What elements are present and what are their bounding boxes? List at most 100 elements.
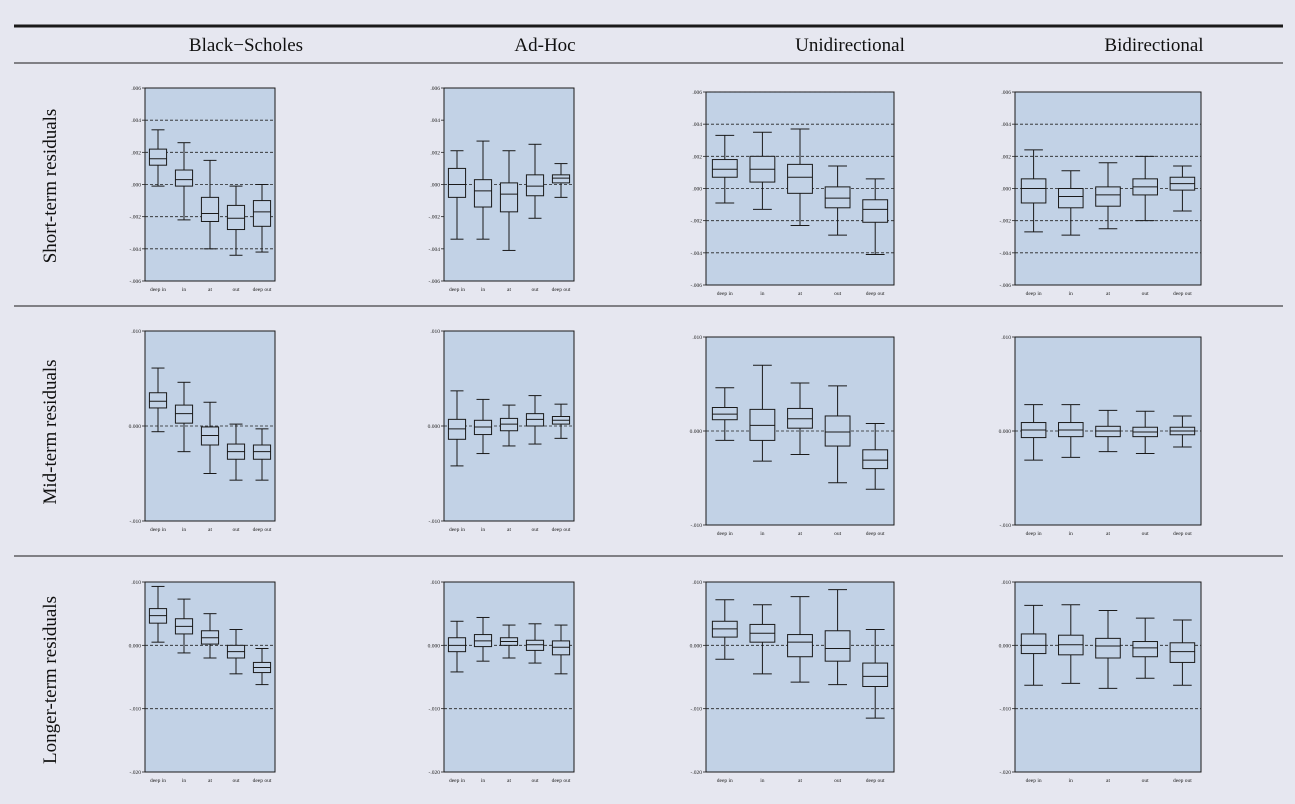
y-tick-label: -.010 — [691, 523, 703, 529]
x-tick-label: deep out — [1173, 531, 1192, 537]
box-at — [200, 401, 220, 474]
x-tick-label: out — [1142, 778, 1150, 784]
plot-area — [443, 581, 575, 773]
box-iqr — [174, 169, 194, 187]
box-at — [1095, 162, 1121, 230]
x-tick-label: at — [798, 531, 802, 537]
y-tick-label: 0.000 — [129, 643, 142, 649]
box-deep-in — [1020, 604, 1047, 686]
y-tick-label: .000 — [1001, 187, 1011, 193]
box-out — [525, 143, 545, 219]
column-header-bidirectional: Bidirectional — [1104, 35, 1203, 56]
box-iqr — [1095, 186, 1121, 207]
x-tick-label: out — [834, 291, 842, 297]
column-header-black-scholes: Black−Scholes — [189, 35, 303, 56]
x-tick-label: deep out — [1173, 291, 1192, 297]
y-tick-label: -.004 — [429, 247, 441, 253]
box-deep-in — [148, 129, 168, 187]
x-tick-label: deep in — [150, 778, 166, 784]
box-iqr — [1058, 188, 1084, 209]
panel-mid-term-residuals-black-scholes: .010 0.000 -.010 deep in in at out deep out — [129, 329, 276, 533]
row-header-short-term: Short-term residuals — [40, 109, 61, 264]
x-tick-label: deep in — [717, 291, 733, 297]
y-tick-label: 0.000 — [428, 643, 441, 649]
box-iqr — [862, 662, 889, 687]
x-tick-label: in — [1069, 291, 1074, 297]
box-out — [824, 589, 851, 686]
y-tick-label: 0.000 — [999, 429, 1012, 435]
y-tick-label: .010 — [692, 335, 702, 341]
x-tick-label: at — [507, 527, 511, 533]
x-tick-label: deep in — [449, 778, 465, 784]
box-deep-in — [711, 599, 738, 660]
box-iqr — [447, 167, 467, 198]
panel-mid-term-residuals-unidirectional: .010 0.000 -.010 deep in in at out deep out — [690, 335, 895, 537]
panel-longer-term-residuals-black-scholes: .010 0.000 -.010 -.020 deep in in at out deep ou… — [129, 580, 276, 784]
panel-mid-term-residuals-bidirectional: .010 0.000 -.010 deep in in at out deep out — [999, 335, 1202, 537]
y-tick-label: .010 — [692, 580, 702, 586]
y-tick-label: .004 — [1001, 122, 1011, 128]
box-deep-out — [1169, 165, 1196, 212]
box-deep-in — [711, 134, 738, 204]
x-tick-label: deep in — [1026, 778, 1042, 784]
box-iqr — [787, 634, 813, 658]
box-deep-out — [551, 163, 571, 198]
box-at — [787, 596, 813, 683]
panel-grid: .006 .004 .002 .000 -.002 -.004 -.006 deep in in… — [129, 86, 1202, 784]
box-deep-out — [551, 624, 571, 675]
box-iqr — [1095, 637, 1121, 659]
box-in — [174, 598, 194, 654]
x-tick-label: out — [232, 287, 240, 293]
box-deep-in — [148, 585, 168, 643]
y-tick-label: 0.000 — [129, 424, 142, 430]
box-iqr — [824, 630, 851, 662]
panel-short-term-residuals-unidirectional: .006 .004 .002 .000 -.002 -.004 -.006 deep in in… — [691, 90, 895, 297]
x-tick-label: in — [760, 531, 765, 537]
y-tick-label: .006 — [131, 86, 141, 92]
x-tick-label: deep in — [449, 527, 465, 533]
box-iqr — [200, 196, 220, 222]
y-tick-label: -.004 — [130, 247, 142, 253]
box-in — [1058, 404, 1084, 458]
box-deep-out — [1169, 415, 1196, 448]
box-iqr — [1020, 633, 1047, 655]
x-tick-label: out — [531, 527, 539, 533]
y-tick-label: .010 — [430, 329, 440, 335]
box-iqr — [787, 163, 813, 194]
x-tick-label: in — [182, 527, 187, 533]
x-tick-label: in — [760, 778, 765, 784]
x-tick-label: out — [1142, 291, 1150, 297]
box-deep-out — [862, 178, 889, 255]
y-tick-label: .010 — [131, 329, 141, 335]
y-tick-label: .006 — [692, 90, 702, 96]
box-iqr — [499, 182, 519, 213]
box-in — [1058, 604, 1084, 684]
y-tick-label: -.020 — [1000, 770, 1012, 776]
x-tick-label: deep in — [449, 287, 465, 293]
column-header-unidirectional: Unidirectional — [795, 35, 905, 56]
y-tick-label: -.002 — [691, 219, 703, 225]
y-tick-label: -.010 — [691, 707, 703, 713]
x-tick-label: at — [507, 287, 511, 293]
box-iqr — [862, 449, 889, 470]
x-tick-label: deep out — [552, 287, 571, 293]
box-deep-in — [447, 150, 467, 240]
y-tick-label: 0.000 — [999, 643, 1012, 649]
box-deep-out — [862, 629, 889, 719]
x-tick-label: deep in — [1026, 291, 1042, 297]
box-deep-out — [551, 403, 571, 439]
x-tick-label: deep in — [717, 531, 733, 537]
x-tick-label: in — [481, 778, 486, 784]
box-out — [824, 385, 851, 484]
box-deep-in — [711, 387, 738, 441]
x-tick-label: out — [232, 527, 240, 533]
box-at — [200, 159, 220, 250]
x-tick-label: at — [1106, 778, 1110, 784]
y-tick-label: -.010 — [130, 519, 142, 525]
box-in — [749, 604, 776, 675]
box-deep-out — [1169, 619, 1196, 686]
box-deep-out — [252, 184, 272, 253]
y-tick-label: -.006 — [691, 283, 703, 289]
box-in — [473, 616, 493, 662]
box-at — [499, 150, 519, 251]
